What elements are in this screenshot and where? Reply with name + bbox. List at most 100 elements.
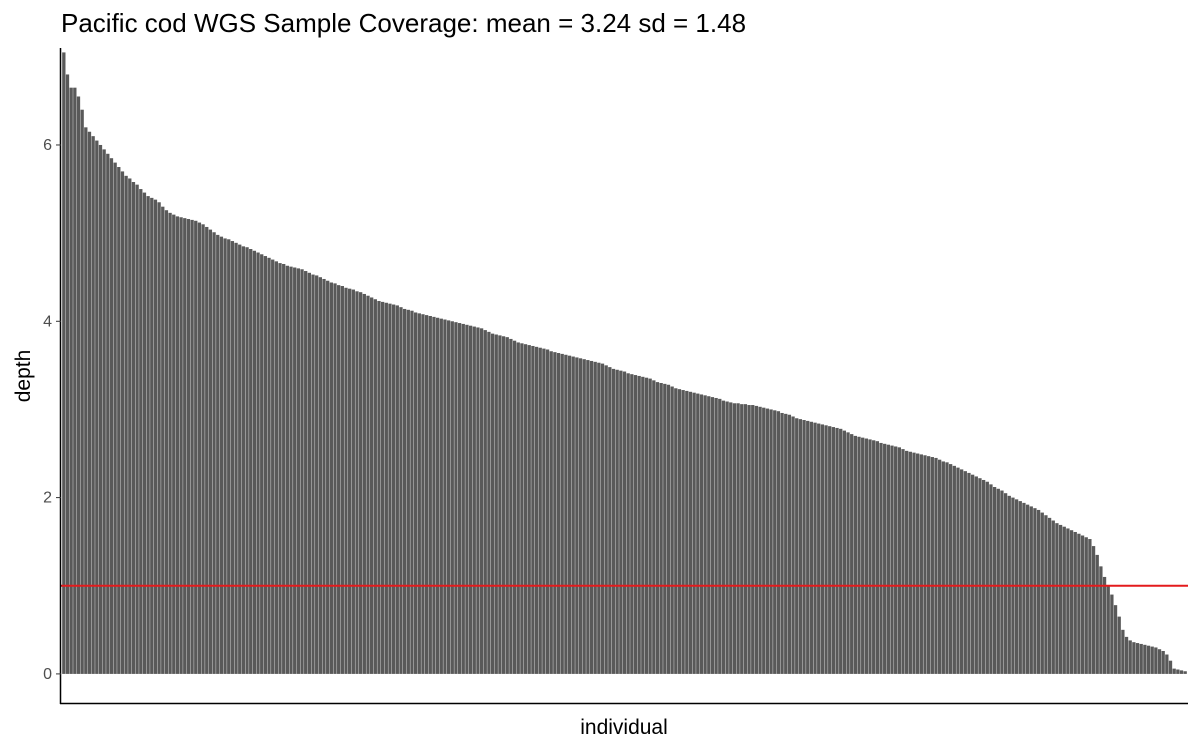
bar-126 (520, 343, 523, 674)
bar-175 (700, 394, 703, 673)
bar-220 (865, 439, 868, 674)
bar-188 (747, 405, 750, 674)
bar-281 (1088, 539, 1091, 674)
bar-153 (619, 371, 622, 674)
bar-98 (418, 313, 421, 674)
bar-227 (890, 446, 893, 674)
bar-254 (989, 484, 992, 674)
bar-86 (374, 299, 377, 674)
bar-225 (883, 444, 886, 674)
bar-154 (623, 372, 626, 674)
bar-137 (561, 354, 564, 674)
bar-215 (846, 432, 849, 674)
bar-118 (491, 334, 494, 674)
bar-106 (447, 320, 450, 674)
x-axis-label: individual (580, 716, 668, 739)
bar-132 (542, 349, 545, 674)
bar-186 (740, 404, 743, 674)
bar-97 (414, 312, 417, 673)
bar-41 (209, 230, 212, 674)
bar-16 (117, 167, 120, 674)
bar-166 (667, 385, 670, 674)
bar-73 (326, 281, 329, 674)
y-axis-label: depth (12, 350, 35, 403)
bar-23 (143, 193, 146, 674)
bar-275 (1066, 528, 1069, 673)
bar-11 (99, 145, 102, 674)
bar-99 (421, 314, 424, 674)
bar-112 (469, 326, 472, 674)
bar-202 (799, 419, 802, 674)
bar-306 (1180, 670, 1183, 674)
bar-234 (916, 454, 919, 674)
bar-113 (473, 327, 476, 674)
bar-258 (1004, 493, 1007, 674)
bar-59 (275, 261, 278, 674)
bar-217 (854, 436, 857, 674)
bar-304 (1173, 669, 1176, 674)
bar-219 (861, 438, 864, 674)
bar-229 (898, 447, 901, 674)
bar-140 (572, 357, 575, 674)
bar-40 (205, 227, 208, 674)
bar-30 (168, 213, 171, 674)
bar-10 (95, 141, 98, 674)
bar-196 (777, 411, 780, 674)
bar-114 (476, 327, 479, 673)
bar-192 (762, 408, 765, 674)
bar-6 (81, 110, 84, 674)
bar-176 (703, 395, 706, 674)
bar-18 (124, 176, 127, 674)
bar-128 (528, 345, 531, 674)
bar-222 (872, 440, 875, 674)
bar-228 (894, 446, 897, 673)
bar-265 (1030, 506, 1033, 674)
bar-297 (1147, 646, 1150, 674)
bar-95 (407, 310, 410, 674)
bar-198 (784, 414, 787, 674)
bar-230 (901, 449, 904, 674)
bar-127 (524, 344, 527, 674)
bar-39 (201, 224, 204, 674)
bar-187 (744, 404, 747, 674)
bar-263 (1022, 503, 1025, 674)
bar-71 (319, 277, 322, 674)
bar-48 (234, 243, 237, 674)
bar-201 (795, 418, 798, 674)
bar-157 (634, 375, 637, 674)
bar-107 (451, 321, 454, 674)
bar-147 (597, 363, 600, 674)
bar-284 (1099, 566, 1102, 674)
bar-226 (887, 445, 890, 674)
bar-93 (399, 307, 402, 674)
bar-110 (462, 324, 465, 674)
bar-92 (396, 305, 399, 673)
bar-214 (843, 431, 846, 674)
bar-250 (975, 476, 978, 673)
bar-series (62, 52, 1187, 674)
bar-70 (315, 275, 318, 673)
bar-32 (176, 216, 179, 674)
bar-183 (729, 402, 732, 674)
bar-88 (381, 302, 384, 674)
bar-142 (579, 358, 582, 674)
y-axis-ticks: 0 2 4 6 (43, 137, 61, 683)
bar-133 (546, 349, 549, 673)
bar-60 (278, 263, 281, 674)
bar-162 (652, 380, 655, 674)
bar-149 (605, 365, 608, 674)
bar-143 (583, 359, 586, 674)
bar-45 (223, 238, 226, 673)
bar-104 (440, 319, 443, 674)
bar-296 (1143, 645, 1146, 674)
bar-307 (1184, 671, 1187, 674)
bar-253 (986, 482, 989, 674)
bar-7 (84, 127, 87, 674)
bar-173 (692, 393, 695, 674)
bar-82 (359, 292, 362, 674)
bar-167 (670, 387, 673, 674)
bar-26 (154, 200, 157, 674)
bar-124 (513, 341, 516, 674)
bar-58 (271, 260, 274, 674)
